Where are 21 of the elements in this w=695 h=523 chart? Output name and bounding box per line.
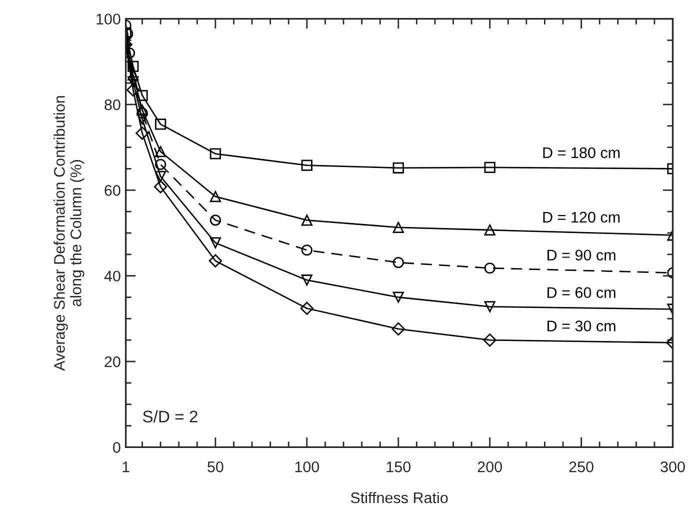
y-tick-label: 80 [104, 99, 120, 110]
y-tick-label: 60 [104, 185, 120, 196]
x-tick-label: 50 [208, 461, 224, 472]
x-tick-label: 250 [569, 461, 594, 472]
y-tick-label: 0 [113, 442, 120, 453]
x-tick-label: 1 [122, 462, 130, 472]
series-label: D = 30 cm [548, 320, 616, 332]
series-label: D = 60 cm [548, 287, 616, 298]
y-tick-label: 100 [96, 14, 120, 25]
x-axis-title: Stiffness Ratio [350, 492, 448, 504]
x-tick-label: 200 [478, 461, 502, 472]
series-label: D = 120 cm [543, 212, 620, 223]
series-label: D = 180 cm [543, 147, 620, 158]
x-tick-label: 150 [386, 461, 411, 472]
y-axis-title: Average Shear Deformation Contribution along the Column (%) [54, 96, 84, 371]
y-tick-label: 40 [104, 270, 120, 282]
x-tick-label: 100 [295, 461, 320, 472]
x-tick-label: 300 [660, 461, 685, 472]
y-tick-label: 20 [104, 356, 120, 368]
annotation: S/D = 2 [142, 410, 198, 422]
series-label: D = 90 cm [548, 250, 616, 261]
